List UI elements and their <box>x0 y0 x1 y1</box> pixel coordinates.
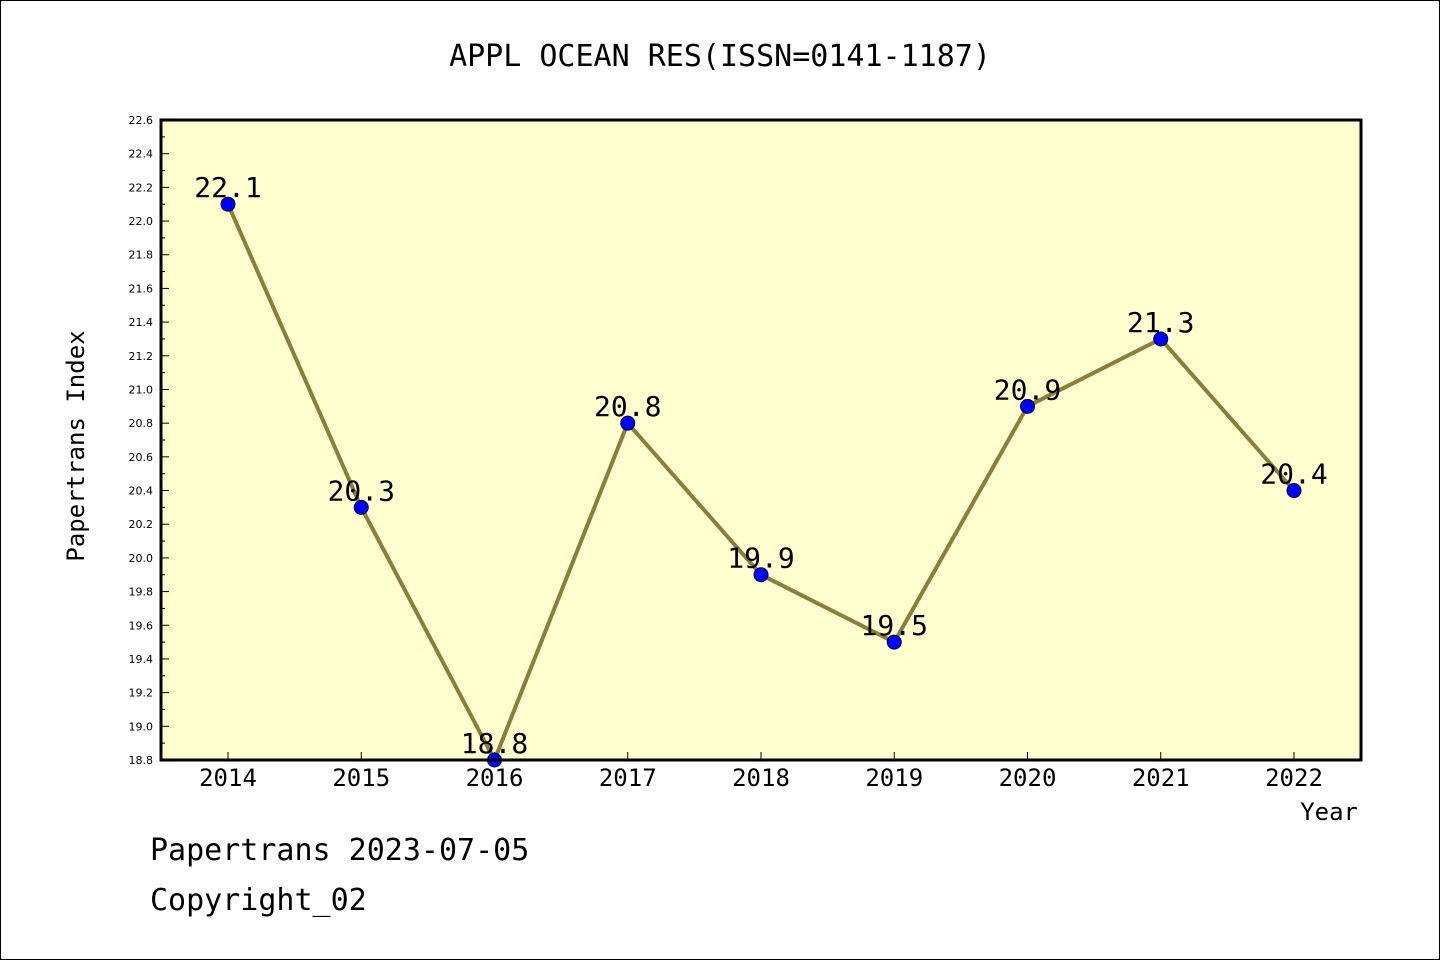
data-label: 20.4 <box>1260 458 1327 491</box>
x-tick-label: 2014 <box>199 764 257 792</box>
y-tick-label: 22.0 <box>129 215 154 228</box>
x-tick-label: 2015 <box>332 764 390 792</box>
y-tick-label: 21.0 <box>129 383 154 396</box>
x-tick-label: 2019 <box>865 764 923 792</box>
footer-copyright: Copyright_02 <box>150 883 367 918</box>
data-point <box>353 499 369 515</box>
y-tick-label: 19.0 <box>129 720 154 733</box>
data-label: 20.3 <box>328 474 395 507</box>
plot-area <box>161 120 1361 760</box>
data-label: 19.9 <box>727 542 794 575</box>
y-tick-label: 20.0 <box>129 552 154 565</box>
y-tick-label: 22.2 <box>129 181 154 194</box>
data-label: 19.5 <box>861 609 928 642</box>
chart-title: APPL OCEAN RES(ISSN=0141-1187) <box>449 39 991 74</box>
data-point <box>1286 483 1302 499</box>
data-point <box>620 415 636 431</box>
y-tick-label: 21.8 <box>129 249 154 262</box>
data-label: 20.9 <box>994 373 1061 406</box>
data-label: 22.1 <box>194 171 261 204</box>
y-tick-label: 21.6 <box>129 282 154 295</box>
y-tick-label: 18.8 <box>129 754 154 767</box>
y-tick-label: 21.2 <box>129 350 154 363</box>
plot-border <box>159 118 1363 762</box>
x-axis-title: Year <box>1300 798 1358 826</box>
y-tick-label: 21.4 <box>129 316 154 329</box>
y-tick-label: 22.6 <box>129 114 154 127</box>
y-tick-label: 19.4 <box>129 653 154 666</box>
y-tick-label: 19.8 <box>129 586 154 599</box>
data-label: 20.8 <box>594 390 661 423</box>
y-tick-label: 19.6 <box>129 619 154 632</box>
y-tick-label: 20.8 <box>129 417 154 430</box>
x-tick-label: 2021 <box>1132 764 1190 792</box>
y-tick-label: 22.4 <box>129 148 154 161</box>
y-tick-label: 20.2 <box>129 518 154 531</box>
y-axis-title: Papertrans Index <box>62 330 90 561</box>
data-points <box>220 196 1302 768</box>
x-tick-label: 2020 <box>999 764 1057 792</box>
data-point <box>1020 398 1035 414</box>
footer-date: Papertrans 2023-07-05 <box>150 833 530 868</box>
data-labels: 22.1 20.3 18.8 20.8 19.9 19.5 20.9 21.3 20.4 <box>194 171 1327 760</box>
x-tick-label: 2016 <box>466 764 524 792</box>
x-axis: 2014 2015 2016 2017 2018 2019 2020 2021 2022 <box>199 752 1323 792</box>
y-tick-label: 20.4 <box>129 485 154 498</box>
data-label: 18.8 <box>461 727 528 760</box>
y-tick-label: 20.6 <box>129 451 154 464</box>
x-tick-label: 2017 <box>599 764 657 792</box>
data-point <box>753 567 769 583</box>
y-tick-label: 19.2 <box>129 687 154 700</box>
data-label: 21.3 <box>1127 306 1194 339</box>
data-point <box>220 196 236 212</box>
data-point <box>886 634 902 650</box>
data-point <box>1153 331 1169 347</box>
x-tick-label: 2018 <box>732 764 790 792</box>
x-tick-label: 2022 <box>1265 764 1323 792</box>
